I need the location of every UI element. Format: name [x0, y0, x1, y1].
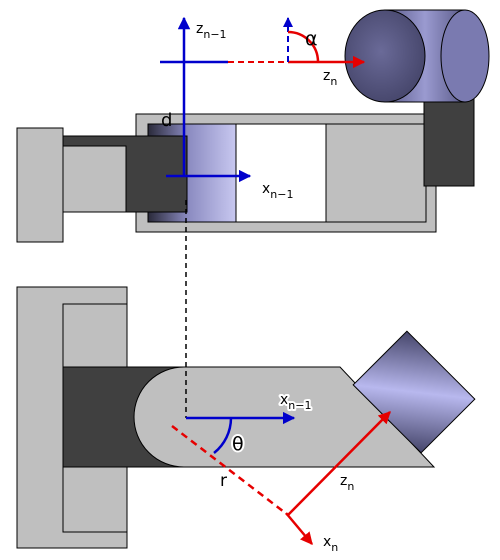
label-x-n: xn — [323, 534, 338, 554]
x-n-axis — [285, 512, 313, 545]
label-theta: θ — [232, 433, 244, 455]
alpha-arc — [287, 30, 320, 63]
top-view — [16, 9, 490, 243]
label-z-prev: zn−1 — [196, 21, 227, 41]
label-z-n-top: zn — [323, 68, 337, 88]
motor-cylinder — [344, 9, 490, 103]
label-r: r — [220, 471, 227, 491]
label-x-prev-top: xn−1 — [262, 181, 293, 201]
left-cap-top — [62, 145, 127, 213]
bore-end-block — [325, 123, 427, 223]
label-d: d — [161, 110, 172, 131]
label-alpha: α — [305, 28, 318, 50]
z-n-bottom-axis — [287, 411, 391, 516]
theta-arc — [213, 417, 233, 454]
top-axes — [160, 16, 366, 183]
label-x-prev-bottom: xn−1 — [280, 392, 311, 412]
left-block-top — [16, 127, 64, 243]
label-z-n-bottom: zn — [340, 473, 354, 493]
r-offset-dashed — [171, 425, 289, 516]
bottom-axes — [171, 411, 391, 545]
